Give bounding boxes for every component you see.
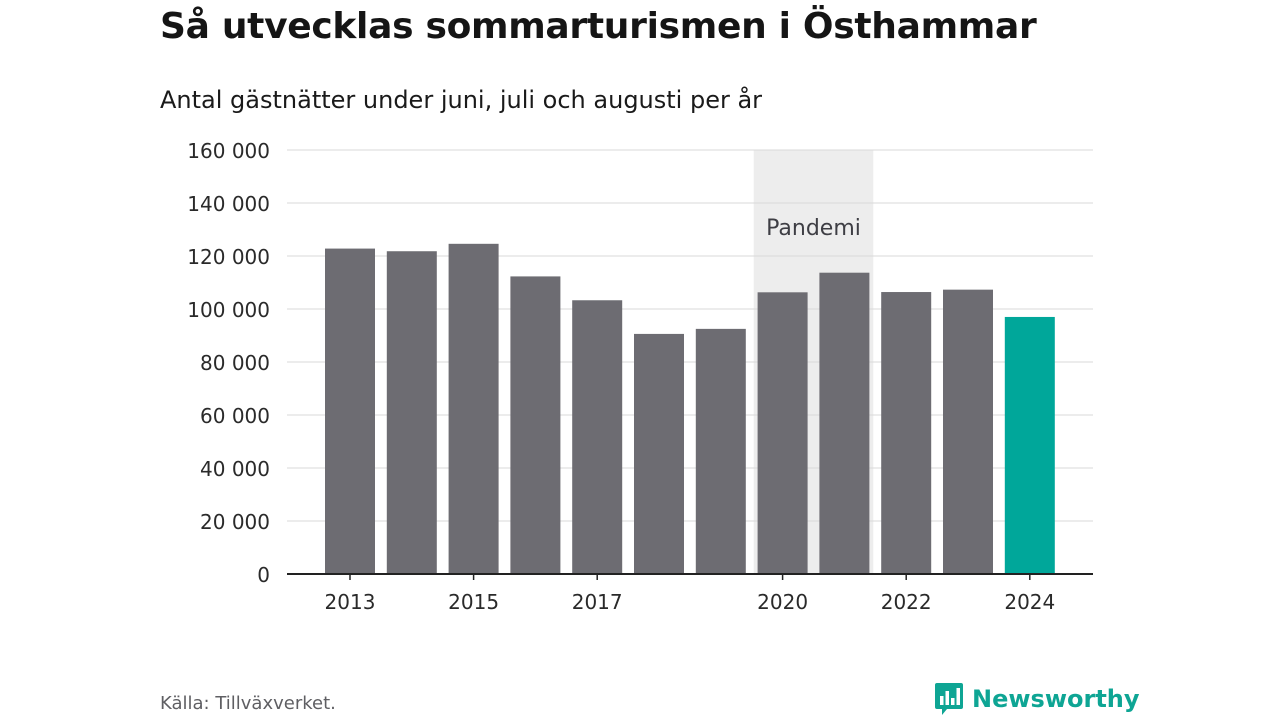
x-tick-label: 2013: [325, 590, 376, 614]
bar-2022: [881, 292, 932, 574]
bar-2019: [695, 328, 746, 574]
y-tick-label: 0: [257, 563, 270, 587]
chart-subtitle: Antal gästnätter under juni, juli och au…: [160, 86, 763, 114]
y-tick-label: 80 000: [200, 351, 270, 375]
x-tick-label: 2020: [757, 590, 808, 614]
y-tick-label: 160 000: [187, 139, 270, 163]
y-tick-label: 140 000: [187, 192, 270, 216]
pandemic-annotation-label: Pandemi: [766, 216, 861, 241]
y-tick-label: 100 000: [187, 298, 270, 322]
x-tick-label: 2017: [572, 590, 623, 614]
brand-name: Newsworthy: [972, 685, 1140, 713]
bar-2020: [757, 292, 808, 574]
bar-2021: [819, 272, 870, 574]
chart-title: Så utvecklas sommarturismen i Östhammar: [160, 6, 1037, 47]
y-tick-label: 40 000: [200, 457, 270, 481]
bar-2018: [634, 333, 684, 574]
bar-2014: [386, 251, 437, 575]
x-tick-label: 2015: [448, 590, 499, 614]
source-note: Källa: Tillväxverket.: [160, 693, 336, 714]
bar-2013: [325, 248, 375, 574]
bar-2017: [572, 300, 623, 574]
x-tick-label: 2022: [881, 590, 932, 614]
brand-logo: Newsworthy: [934, 682, 1140, 716]
y-tick-label: 20 000: [200, 510, 270, 534]
newsworthy-logo-icon: [935, 683, 963, 715]
bar-2024: [1004, 316, 1055, 574]
x-tick-label: 2024: [1004, 590, 1055, 614]
y-tick-label: 60 000: [200, 404, 270, 428]
bar-2023: [943, 289, 993, 574]
bar-2015: [448, 243, 499, 574]
bar-2016: [510, 276, 561, 574]
y-tick-label: 120 000: [187, 245, 270, 269]
